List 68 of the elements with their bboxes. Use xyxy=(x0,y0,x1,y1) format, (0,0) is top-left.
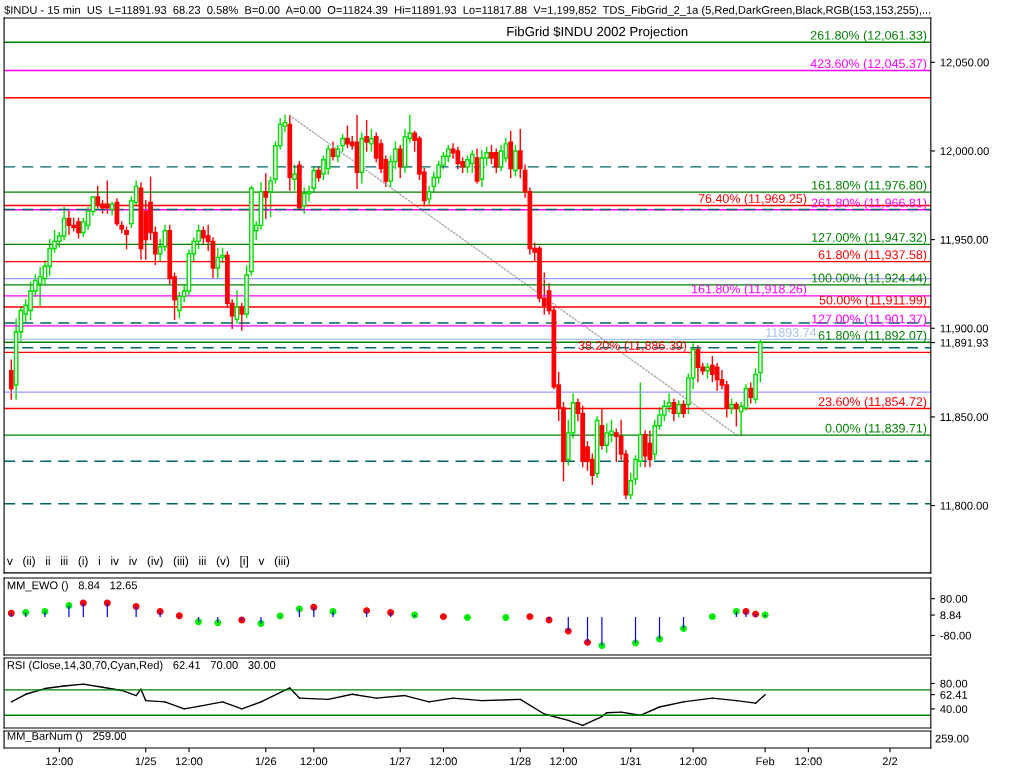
y-tick-label: 62.41 xyxy=(940,690,968,699)
annotation: (iv) xyxy=(147,556,163,568)
ref-line-label: 100.00% (11,924.44) xyxy=(812,273,927,285)
annotation: iv xyxy=(129,556,138,565)
text: 259.00 xyxy=(93,732,127,740)
ref-line-label: 161.80% (11,918.26) xyxy=(692,284,807,296)
y-tick-label: 40.00 xyxy=(940,705,968,714)
y-tick-label: 8.84 xyxy=(940,611,962,620)
y-tick-label: 11,891.93 xyxy=(940,338,988,349)
ref-line-label: 61.80% (11,892.07) xyxy=(818,330,927,343)
annotation: v xyxy=(6,558,13,565)
category-label: 1/26 xyxy=(255,757,277,766)
annotation: v xyxy=(258,558,265,565)
y-tick-label: 11,900.00 xyxy=(940,324,989,334)
text: FibGrid $INDU 2002 Projection xyxy=(507,26,688,39)
ref-line-label: 127.00% (11,901.37) xyxy=(812,314,927,326)
y-tick-label: 11,800.00 xyxy=(940,501,989,511)
annotation: (iii) xyxy=(173,556,189,568)
category-label: 12:00 xyxy=(795,757,822,766)
category-label: 12:00 xyxy=(46,757,73,766)
y-tick-label: 80.00 xyxy=(940,679,968,688)
annotation: iii xyxy=(61,556,68,565)
ref-line-label: 161.80% (11,976.80) xyxy=(812,180,927,193)
annotation: i xyxy=(98,556,100,565)
y-tick-label: 11,850.00 xyxy=(940,413,989,423)
annotation: (v) xyxy=(216,556,230,568)
y-tick-label: 80.00 xyxy=(940,594,968,603)
annotation: iv xyxy=(111,556,119,565)
category-label: 1/25 xyxy=(135,757,157,766)
ref-line-label: 261.80% (12,061.33) xyxy=(810,30,927,43)
ref-line-label: 76.40% (11,969.25) xyxy=(698,193,807,206)
chart-title: MM_EWO () xyxy=(7,581,68,592)
category-label: 1/31 xyxy=(620,757,641,766)
annotation: (i) xyxy=(78,556,88,568)
category-label: 12:00 xyxy=(430,757,457,766)
annotation: ii xyxy=(46,556,50,565)
category-label: 12:00 xyxy=(300,757,328,766)
y-tick-label: 11,950.00 xyxy=(940,235,989,246)
annotation: [i] xyxy=(240,556,248,568)
annotation: (iii) xyxy=(274,556,290,568)
category-label: 2/2 xyxy=(882,757,898,766)
category-label: 12:00 xyxy=(175,757,203,766)
chart-title: $INDU - 15 min US L=11891.93 68.23 0.58% B=0.00 A=0.00 O=11824.39 Hi=11891.93 Lo=11817.88 V=1,199,852 TDS_FibGrid_2_1a (5,Red,DarkGreen,Black,RGB(153,153,255),... xyxy=(4,5,931,17)
ref-line-label: 423.60% (12,045.37) xyxy=(810,58,927,71)
category-label: 12:00 xyxy=(550,757,577,766)
ref-line-label: 11893.74 xyxy=(766,328,817,337)
annotation: iii xyxy=(199,556,206,565)
y-tick-label: 12,050.00 xyxy=(940,58,989,68)
annotation: 62.41 xyxy=(173,661,201,669)
ref-line-label: 127.00% (11,947.32) xyxy=(812,232,927,245)
text: 259.00 xyxy=(935,734,969,743)
annotation: 8.84 xyxy=(78,581,100,590)
y-tick-label: 12,000.00 xyxy=(940,147,989,157)
y-tick-label: -80.00 xyxy=(940,631,971,640)
ref-line-label: 0.00% (11,839.71) xyxy=(825,423,927,436)
chart-title: RSI (Close,14,30,70,Cyan,Red) xyxy=(7,660,163,672)
ref-line-label: 50.00% (11,911.99) xyxy=(819,295,927,307)
annotation: 12.65 xyxy=(110,581,137,590)
category-label: Feb xyxy=(756,757,775,766)
category-label: 1/27 xyxy=(390,757,411,766)
category-label: 1/28 xyxy=(510,757,531,766)
ref-line-label: 23.60% (11,854.72) xyxy=(818,396,927,409)
annotation: 30.00 xyxy=(248,661,276,669)
category-label: 12:00 xyxy=(680,757,707,766)
annotation: 70.00 xyxy=(210,661,238,669)
ref-line-label: 61.80% (11,937.58) xyxy=(818,249,927,262)
annotation: (ii) xyxy=(23,556,35,568)
text: MM_BarNum () xyxy=(7,731,83,743)
